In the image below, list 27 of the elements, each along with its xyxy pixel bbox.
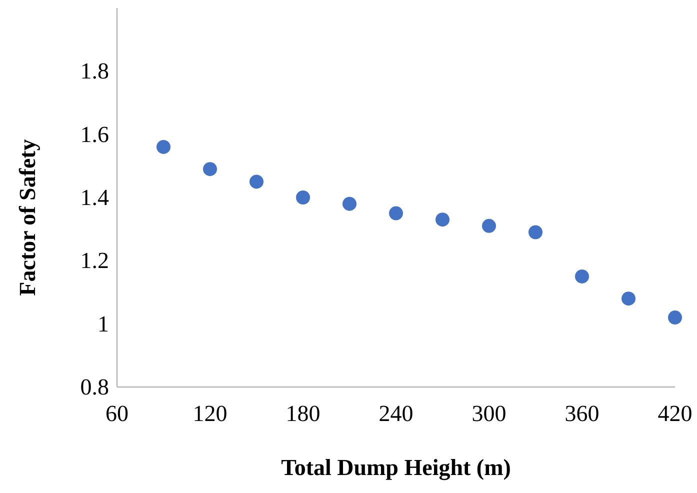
point	[389, 206, 403, 220]
point	[668, 310, 682, 325]
x-tick-label: 180	[286, 401, 320, 426]
y-tick-label: 1.4	[80, 185, 110, 210]
x-tick-label: 300	[472, 401, 506, 426]
y-tick-label: 1	[98, 311, 109, 336]
x-axis-title: Total Dump Height (m)	[281, 455, 511, 481]
point	[622, 292, 636, 306]
x-tick-label: 360	[564, 401, 600, 426]
point	[296, 190, 310, 204]
y-tick-label: 0.8	[80, 374, 109, 400]
x-tick-label: 120	[192, 401, 228, 426]
point	[342, 196, 356, 211]
point	[203, 162, 217, 176]
x-tick-label: 60	[106, 401, 128, 426]
y-tick-label: 1.6	[80, 122, 109, 147]
point	[482, 218, 496, 233]
point	[250, 174, 264, 189]
point	[575, 269, 589, 284]
point	[156, 140, 170, 154]
point	[436, 212, 450, 227]
y-tick-label: 1.2	[80, 248, 109, 274]
point	[528, 225, 542, 240]
x-tick-label: 240	[378, 401, 414, 426]
x-tick-label: 420	[658, 401, 692, 426]
y-axis-title: Factor of Safety	[15, 138, 40, 296]
y-tick-label: 1.8	[80, 58, 109, 84]
